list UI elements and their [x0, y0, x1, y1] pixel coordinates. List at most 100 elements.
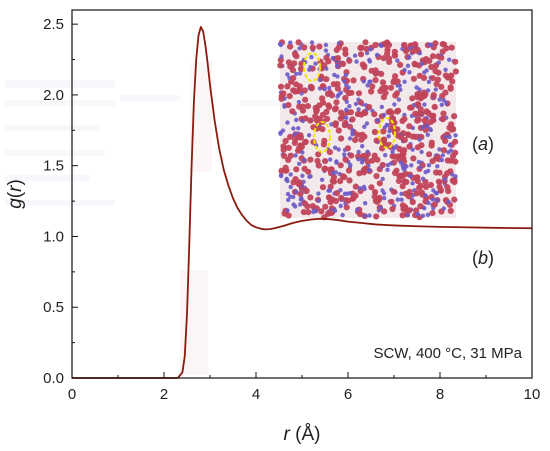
hydrogen-atom [425, 132, 430, 137]
hydrogen-atom [306, 133, 312, 138]
hydrogen-atom [435, 164, 440, 169]
oxygen-atom [433, 80, 440, 88]
oxygen-atom [420, 74, 428, 81]
oxygen-atom [410, 75, 417, 82]
oxygen-atom [411, 60, 418, 67]
oxygen-atom [380, 55, 387, 62]
oxygen-atom [412, 110, 419, 117]
hydrogen-atom [417, 137, 422, 142]
oxygen-atom [287, 152, 294, 159]
oxygen-atom [304, 103, 311, 110]
hydrogen-atom [426, 200, 431, 205]
hydrogen-atom [402, 167, 407, 172]
hydrogen-atom [327, 85, 332, 91]
oxygen-atom [399, 117, 406, 125]
hydrogen-atom [338, 203, 343, 209]
oxygen-atom [401, 136, 408, 144]
hydrogen-atom [298, 202, 303, 207]
hydrogen-atom [322, 87, 327, 92]
oxygen-atom [309, 203, 316, 210]
hydrogen-atom [326, 188, 331, 193]
hydrogen-atom [362, 213, 368, 219]
hydrogen-atom [357, 186, 363, 191]
x-tick-label: 4 [252, 386, 260, 403]
oxygen-atom [373, 137, 380, 144]
background-ghost [5, 62, 280, 375]
oxygen-atom [328, 92, 336, 99]
hydrogen-atom [443, 67, 448, 73]
hydrogen-atom [417, 87, 422, 92]
oxygen-atom [297, 65, 305, 73]
oxygen-atom [345, 197, 352, 204]
hydrogen-atom [385, 122, 390, 128]
oxygen-atom [297, 190, 304, 197]
oxygen-atom [428, 112, 435, 120]
hydrogen-atom [300, 118, 305, 124]
hydrogen-atom [380, 176, 385, 182]
hydrogen-atom [354, 59, 359, 64]
hydrogen-atom [364, 121, 370, 126]
oxygen-atom [414, 177, 421, 185]
hydrogen-atom [365, 149, 370, 154]
oxygen-atom [401, 41, 408, 49]
oxygen-atom [358, 111, 365, 118]
inset-molecular-snapshot [277, 39, 459, 221]
hydrogen-atom [385, 167, 390, 172]
oxygen-atom [338, 194, 345, 201]
hydrogen-atom [297, 46, 302, 51]
hydrogen-atom [417, 165, 423, 170]
x-axis-title: r (Å) [284, 424, 321, 445]
oxygen-atom [373, 173, 380, 180]
oxygen-atom [384, 46, 391, 54]
hydrogen-atom [419, 149, 424, 155]
hydrogen-atom [285, 120, 290, 125]
oxygen-atom [331, 106, 339, 113]
oxygen-atom [277, 62, 284, 69]
oxygen-atom [371, 128, 378, 136]
oxygen-atom [291, 50, 299, 57]
oxygen-atom [319, 95, 326, 102]
hydrogen-atom [375, 118, 380, 123]
hydrogen-atom [291, 202, 296, 207]
hydrogen-atom [379, 104, 384, 110]
oxygen-atom [307, 156, 314, 163]
hydrogen-atom [411, 102, 417, 108]
highlight-cluster-ring [378, 117, 396, 149]
x-tick-label: 10 [524, 386, 541, 403]
oxygen-atom [287, 133, 294, 140]
oxygen-atom [319, 184, 327, 191]
oxygen-atom [413, 190, 420, 197]
oxygen-atom [293, 166, 300, 173]
oxygen-atom [445, 188, 452, 195]
oxygen-atom [309, 44, 316, 51]
oxygen-atom [440, 41, 448, 48]
oxygen-atom [307, 194, 314, 201]
oxygen-atom [292, 136, 299, 143]
hydrogen-atom [353, 101, 359, 107]
hydrogen-atom [311, 209, 316, 215]
oxygen-atom [280, 146, 287, 153]
hydrogen-atom [332, 72, 337, 78]
oxygen-atom [337, 178, 344, 185]
y-axis-ticks: 0.0 0.5 1.0 1.5 2.0 2.5 [43, 16, 78, 387]
oxygen-atom [448, 126, 456, 133]
oxygen-atom [290, 75, 297, 82]
oxygen-atom [442, 72, 449, 79]
oxygen-atom [393, 167, 400, 174]
oxygen-atom [369, 83, 376, 90]
oxygen-atom [406, 207, 413, 214]
hydrogen-atom [444, 101, 449, 106]
oxygen-atom [342, 156, 349, 163]
oxygen-atom [385, 108, 392, 115]
oxygen-atom [452, 138, 459, 145]
oxygen-atom [409, 199, 416, 206]
oxygen-atom [325, 102, 332, 109]
hydrogen-atom [296, 99, 302, 105]
oxygen-atom [327, 209, 334, 216]
oxygen-atom [380, 128, 387, 135]
hydrogen-atom [285, 191, 291, 197]
hydrogen-atom [308, 65, 313, 70]
hydrogen-atom [350, 128, 355, 133]
annotation-b: (b) [472, 248, 494, 268]
oxygen-atom [379, 85, 386, 92]
